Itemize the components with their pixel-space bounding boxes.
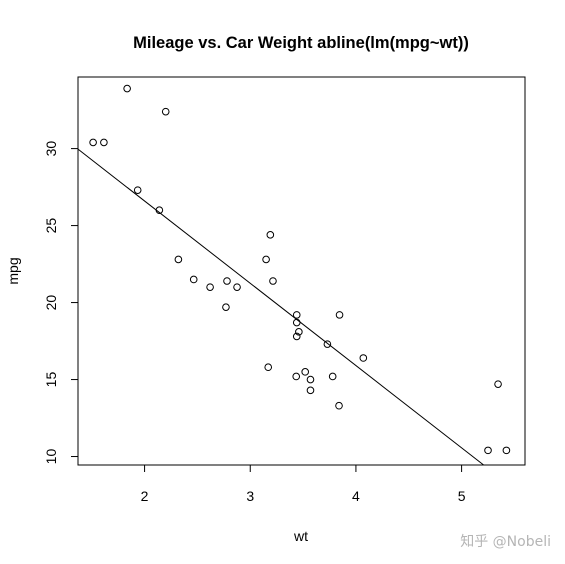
data-point — [484, 446, 492, 455]
data-point — [292, 332, 301, 341]
data-point — [133, 186, 142, 194]
x-tick-label: 5 — [458, 488, 466, 504]
y-tick-label: 25 — [43, 218, 59, 234]
data-point — [292, 311, 301, 319]
watermark-text: 知乎 @Nobeli — [460, 533, 551, 550]
data-point — [266, 231, 275, 239]
data-point — [155, 206, 164, 214]
regression-line — [77, 148, 484, 466]
data-point — [301, 368, 309, 376]
data-point — [223, 277, 231, 285]
y-tick-label: 15 — [43, 372, 59, 388]
data-point — [264, 363, 273, 372]
data-point — [323, 340, 332, 348]
data-point — [292, 318, 301, 327]
data-point — [123, 84, 131, 93]
data-point — [189, 275, 198, 284]
x-tick-label: 2 — [141, 488, 149, 504]
data-point — [502, 446, 511, 455]
y-axis-label: mpg — [5, 257, 21, 284]
data-point — [206, 283, 214, 291]
data-point — [269, 277, 277, 285]
y-tick-label: 10 — [43, 449, 59, 465]
data-point — [359, 354, 368, 362]
data-point — [335, 401, 343, 410]
data-point — [233, 283, 241, 291]
data-point — [328, 372, 337, 381]
data-point — [295, 328, 303, 336]
data-point — [262, 255, 270, 264]
data-point — [335, 311, 344, 319]
data-point — [494, 380, 502, 388]
y-tick-label: 30 — [43, 141, 59, 157]
x-tick-label: 3 — [246, 488, 254, 504]
x-axis: 2 3 4 5 — [141, 464, 466, 504]
data-points — [89, 84, 511, 455]
data-point — [292, 372, 301, 381]
chart-title: Mileage vs. Car Weight abline(lm(mpg~wt)… — [133, 34, 469, 52]
data-point — [306, 375, 315, 384]
plot-frame — [77, 76, 526, 466]
data-point — [161, 107, 170, 116]
x-tick-label: 4 — [352, 488, 360, 504]
data-point — [100, 138, 108, 147]
data-point — [222, 303, 230, 311]
x-axis-label: wt — [293, 528, 308, 544]
data-point — [306, 386, 315, 395]
y-axis: 10 15 20 25 30 — [43, 141, 79, 465]
data-point — [89, 138, 97, 147]
regression-line-group — [77, 148, 484, 466]
data-point — [174, 255, 183, 264]
y-tick-label: 20 — [43, 295, 59, 311]
